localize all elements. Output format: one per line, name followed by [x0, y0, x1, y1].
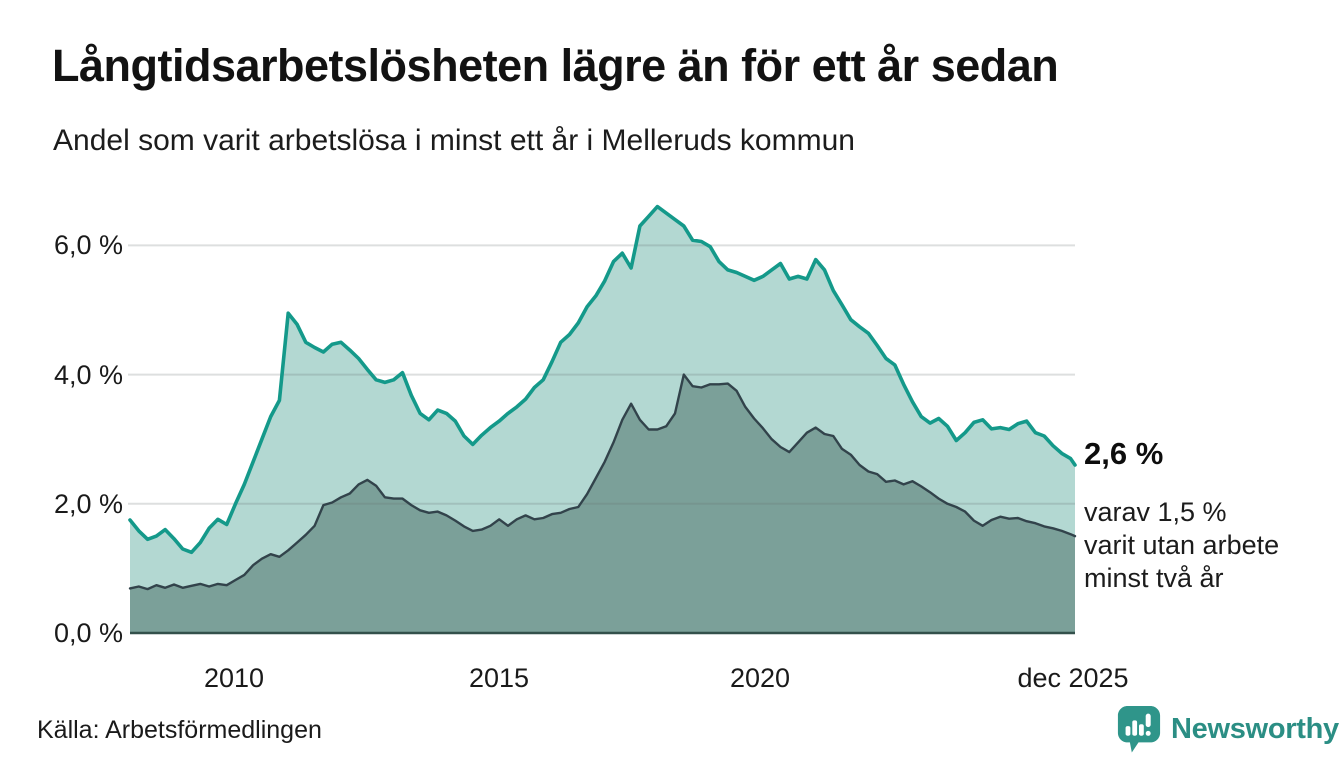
y-tick-4: 4,0 %: [53, 360, 123, 390]
source-caption: Källa: Arbetsförmedlingen: [37, 716, 322, 744]
x-tick-2015: 2015: [468, 663, 530, 693]
y-tick-0: 0,0 %: [53, 618, 123, 648]
latest-value-detail: varav 1,5 % varit utan arbete minst två …: [1084, 497, 1280, 593]
area-min-one-year: [130, 206, 1075, 633]
y-tick-2: 2,0 %: [53, 489, 123, 519]
page-title: Långtidsarbetslösheten lägre än för ett …: [52, 40, 1059, 91]
page-subtitle: Andel som varit arbetslösa i minst ett å…: [53, 124, 855, 157]
area-min-two-years: [130, 374, 1075, 633]
newsworthy-logo-icon: [1116, 704, 1162, 754]
line-min-two-years: [128, 373, 1077, 591]
x-tick-2020: 2020: [729, 663, 791, 693]
newsworthy-logo-text: Newsworthy: [1171, 712, 1339, 745]
line-min-one-year: [128, 204, 1077, 555]
x-tick-2010: 2010: [203, 663, 265, 693]
y-tick-6: 6,0 %: [53, 230, 123, 260]
newsworthy-logo: Newsworthy: [1116, 704, 1339, 754]
x-tick-dec-2025: dec 2025: [1017, 663, 1129, 693]
latest-value-label: 2,6 %: [1084, 436, 1164, 471]
